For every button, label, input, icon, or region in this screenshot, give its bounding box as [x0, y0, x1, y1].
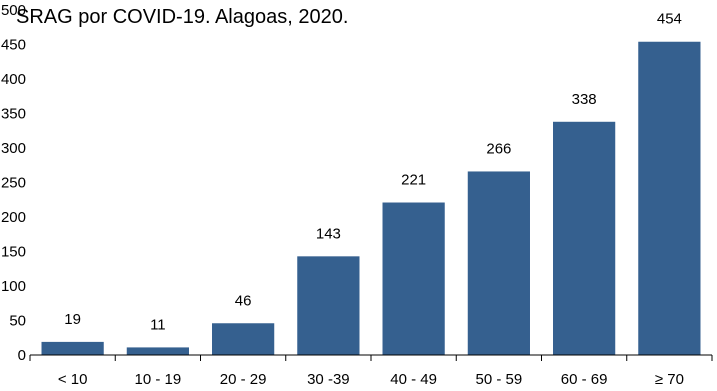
x-tick-label: 20 - 29: [220, 371, 267, 388]
bar-value-label: 46: [235, 292, 252, 309]
bar-value-label: 19: [64, 311, 81, 328]
bar: [382, 202, 445, 355]
bar: [638, 41, 701, 356]
x-tick-label: 10 - 19: [135, 371, 182, 388]
x-tick-label: 30 -39: [307, 371, 350, 388]
bar-value-label: 338: [572, 91, 597, 108]
y-tick-label: 50: [9, 313, 26, 330]
y-tick-label: 100: [1, 278, 26, 295]
y-axis: 0 50 100 150 200 250 300 350 400 450 500: [1, 2, 26, 364]
bar-value-label: 266: [486, 140, 511, 157]
bar-value-label: 11: [150, 316, 166, 333]
bar-value-label: 143: [316, 225, 341, 242]
y-tick-label: 350: [1, 106, 26, 123]
y-tick-label: 500: [1, 2, 26, 19]
y-tick-label: 450: [1, 37, 26, 54]
bar: [212, 323, 275, 355]
y-tick-label: 150: [1, 244, 26, 261]
bar: [553, 121, 616, 355]
bar: [41, 341, 104, 355]
bar: [297, 256, 360, 355]
bars-group: [41, 41, 701, 356]
x-tick-label: 50 - 59: [476, 371, 523, 388]
y-tick-label: 250: [1, 175, 26, 192]
data-labels-group: 19 11 46 143 221 266 338 454: [64, 11, 682, 334]
bar: [126, 347, 189, 355]
chart-title: SRAG por COVID-19. Alagoas, 2020.: [16, 6, 349, 28]
x-axis: < 10 10 - 19 20 - 29 30 -39 40 - 49 50 - 59 60…: [29, 354, 713, 388]
y-tick-label: 400: [1, 71, 26, 88]
bar-value-label: 454: [657, 11, 682, 28]
x-tick-label: < 10: [58, 371, 88, 388]
x-tick-label: 40 - 49: [390, 371, 437, 388]
bar: [467, 171, 530, 355]
y-tick-label: 0: [18, 347, 26, 364]
y-tick-label: 300: [1, 140, 26, 157]
bar-value-label: 221: [401, 172, 426, 189]
x-tick-label: 60 - 69: [561, 371, 608, 388]
x-tick-label: ≥ 70: [655, 371, 684, 388]
y-tick-label: 200: [1, 209, 26, 226]
